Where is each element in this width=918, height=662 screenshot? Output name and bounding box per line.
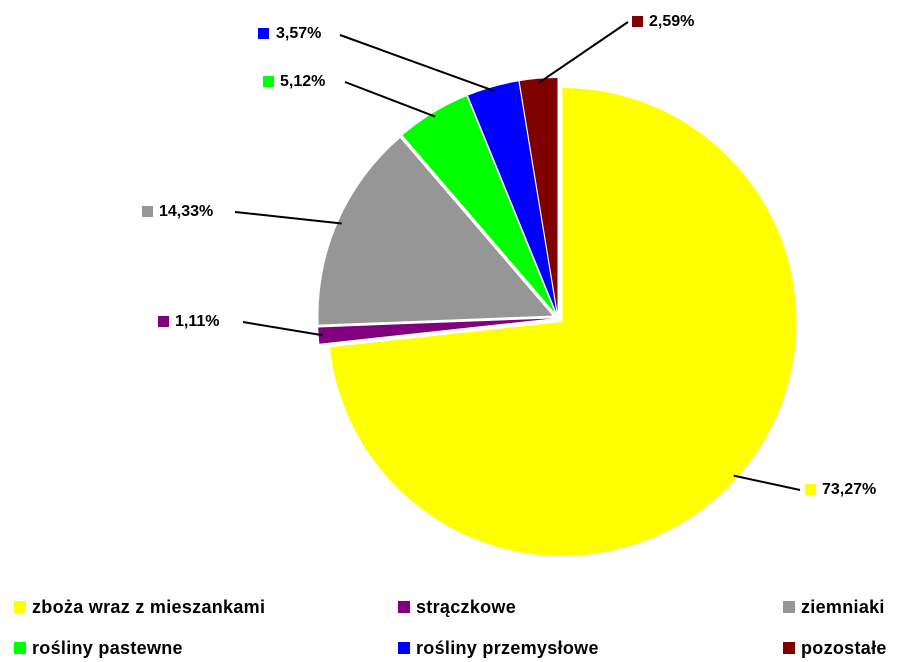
data-label: 1,11% — [175, 313, 219, 330]
pie-slice — [318, 318, 553, 344]
label-swatch — [158, 316, 169, 327]
leader-line — [242, 321, 323, 337]
legend-label: pozostałe — [801, 638, 887, 658]
leader-line — [339, 34, 495, 92]
leader-line — [538, 21, 629, 84]
leader-line — [733, 474, 801, 491]
label-swatch — [258, 28, 269, 39]
data-label: 2,59% — [649, 13, 694, 30]
pie-slice — [318, 137, 553, 325]
legend-label: rośliny pastewne — [32, 638, 183, 658]
legend-label: ziemniaki — [801, 597, 885, 617]
legend-swatch — [783, 642, 795, 654]
data-label: 73,27% — [822, 481, 876, 498]
label-swatch — [805, 484, 816, 495]
label-swatch — [263, 76, 274, 87]
legend-label: zboża wraz z mieszankami — [32, 597, 265, 617]
label-swatch — [142, 206, 153, 217]
legend-label: rośliny przemysłowe — [416, 638, 599, 658]
legend-swatch — [398, 642, 410, 654]
data-label: 3,57% — [276, 25, 321, 42]
legend-swatch — [14, 642, 26, 654]
legend-label: strączkowe — [416, 597, 516, 617]
leader-line — [344, 81, 436, 118]
legend-swatch — [398, 601, 410, 613]
pie-slice — [329, 88, 797, 557]
leader-line — [234, 211, 342, 225]
legend-swatch — [783, 601, 795, 613]
data-label: 5,12% — [280, 73, 325, 90]
pie-slice — [402, 96, 555, 313]
pie-slice — [468, 81, 557, 313]
legend-swatch — [14, 601, 26, 613]
data-label: 14,33% — [159, 203, 213, 220]
pie-slice — [519, 78, 558, 313]
label-swatch — [632, 16, 643, 27]
